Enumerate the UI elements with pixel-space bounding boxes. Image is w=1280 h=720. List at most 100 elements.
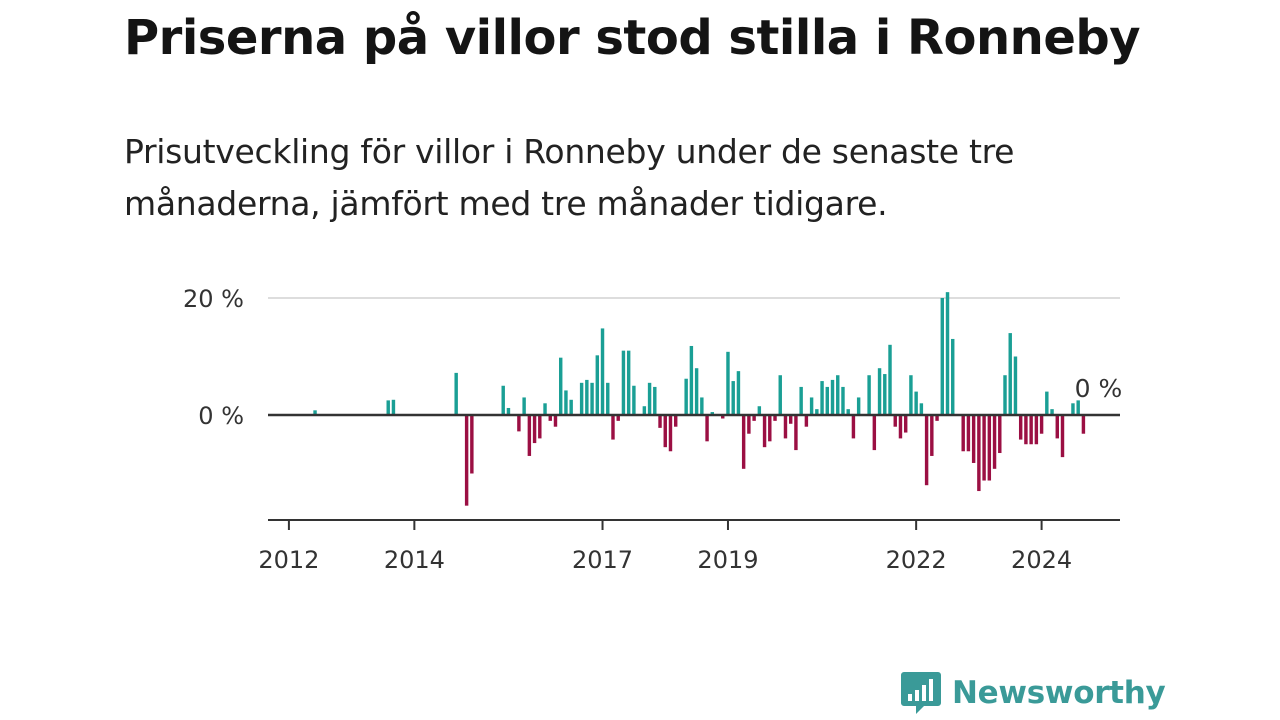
- chart-bar: [538, 415, 542, 439]
- chart-axes: [268, 413, 1120, 530]
- chart-bar: [1060, 415, 1065, 458]
- chart-bar: [883, 374, 887, 415]
- x-tick-label: 2017: [572, 546, 633, 574]
- chart-bar: [454, 372, 458, 415]
- chart-bar: [830, 379, 835, 415]
- chart-bar: [809, 397, 814, 415]
- chart-bar: [940, 298, 944, 415]
- chart-bar: [1076, 400, 1080, 416]
- chart-bar: [966, 415, 971, 452]
- chart-bar: [689, 345, 694, 415]
- chart-bar: [930, 415, 934, 456]
- chart-bar: [506, 407, 511, 415]
- chart-bar: [1018, 415, 1023, 440]
- chart-bar: [987, 415, 992, 481]
- chart-bar: [705, 415, 709, 442]
- chart-bar: [1071, 403, 1075, 415]
- chart-bar: [914, 391, 918, 415]
- chart-title: Priserna på villor stod stilla i Ronneby: [124, 10, 1141, 66]
- chart-bar: [778, 375, 782, 415]
- chart-bar: [663, 415, 667, 448]
- chart-bar: [768, 415, 772, 442]
- chart-bar: [1003, 375, 1007, 415]
- chart-bar: [909, 375, 913, 415]
- chart-bar: [903, 415, 908, 433]
- chart-bar: [464, 415, 469, 506]
- chart-bar: [815, 409, 819, 415]
- chart-bar: [924, 415, 929, 486]
- chart-bar: [836, 375, 840, 415]
- y-tick-label: 0 %: [198, 402, 244, 430]
- chart-bar: [872, 415, 877, 451]
- x-tick-label: 2024: [1011, 546, 1072, 574]
- chart-bar: [1024, 415, 1028, 445]
- chart-bar: [731, 381, 735, 415]
- brand-name: Newsworthy: [952, 675, 1166, 711]
- chart-bar: [877, 368, 882, 415]
- chart-bar: [522, 397, 526, 415]
- chart-bar: [386, 400, 390, 416]
- chart-bar: [616, 415, 620, 421]
- chart-bar: [794, 415, 798, 451]
- chart-bar: [888, 344, 892, 415]
- chart-bar: [851, 415, 856, 439]
- chart-bar: [1050, 409, 1054, 415]
- chart-bar: [658, 415, 662, 428]
- chart-bar: [992, 415, 997, 469]
- chart-bar: [668, 415, 673, 452]
- chart-bar: [626, 350, 631, 415]
- brand-logo: Newsworthy: [900, 668, 1166, 718]
- chart-bar: [579, 382, 584, 415]
- chart-bar: [632, 385, 636, 415]
- chart-bar: [527, 415, 532, 456]
- chart-bar: [846, 409, 850, 415]
- newsworthy-logo-icon: [901, 672, 941, 714]
- chart-bar: [595, 355, 600, 415]
- chart-bar: [710, 412, 715, 415]
- chart-bar: [898, 415, 903, 439]
- chart-bar: [1081, 415, 1086, 434]
- chart-bar: [642, 406, 647, 415]
- chart-bar: [982, 415, 986, 481]
- chart-bar: [1055, 415, 1059, 439]
- chart-bar: [470, 415, 474, 474]
- chart-bar: [841, 386, 845, 415]
- chart-bar: [951, 338, 955, 415]
- last-value-label: 0 %: [1075, 374, 1123, 403]
- chart-bar: [700, 397, 704, 415]
- chart-bar: [799, 386, 803, 415]
- chart-bar: [647, 382, 652, 415]
- chart-bar: [919, 403, 924, 415]
- chart-bar: [1013, 356, 1018, 415]
- chart-bar: [611, 415, 615, 440]
- chart-bar: [945, 292, 950, 415]
- chart-bar: [998, 415, 1002, 454]
- chart-bar: [726, 351, 730, 415]
- chart-bar: [1045, 391, 1049, 415]
- chart-bar: [564, 390, 568, 415]
- chart-bar: [621, 350, 626, 415]
- chart-bar: [757, 406, 762, 415]
- chart-bar: [804, 415, 809, 427]
- chart-bar: [313, 410, 317, 415]
- chart-bar: [961, 415, 965, 452]
- chart-bar: [600, 328, 605, 415]
- chart-bar: [590, 382, 594, 415]
- chart-bar: [569, 399, 573, 415]
- chart-bar: [825, 386, 829, 415]
- chart-bar: [741, 415, 746, 469]
- chart-labels: 0 % 20 % 2012 2014 2017 2019 2022 2024 0 %: [183, 285, 1122, 574]
- chart-bar: [694, 368, 699, 415]
- chart-bar: [762, 415, 767, 448]
- chart-bar: [606, 382, 610, 415]
- chart-bar: [559, 357, 563, 415]
- x-tick-label: 2022: [886, 546, 947, 574]
- x-tick-label: 2019: [697, 546, 758, 574]
- chart-bar: [788, 415, 793, 424]
- chart-bar: [893, 415, 897, 427]
- chart-bar: [1034, 415, 1039, 445]
- chart-bar: [391, 399, 396, 415]
- chart-bar: [553, 415, 558, 427]
- chart-bar: [1008, 333, 1012, 415]
